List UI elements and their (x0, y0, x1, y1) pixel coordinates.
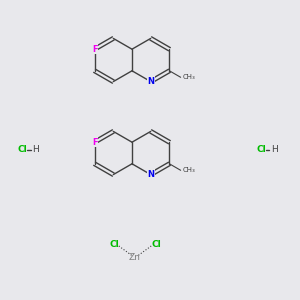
Text: N: N (147, 77, 154, 86)
Text: Cl: Cl (109, 240, 119, 249)
Text: Cl: Cl (256, 146, 266, 154)
Text: CH₃: CH₃ (182, 167, 195, 173)
Text: H: H (271, 146, 278, 154)
Text: F: F (92, 45, 98, 54)
Text: Cl: Cl (18, 146, 27, 154)
Text: N: N (147, 170, 154, 179)
Text: F: F (92, 138, 98, 147)
Text: CH₃: CH₃ (182, 74, 195, 80)
Text: H: H (32, 146, 39, 154)
Text: Zn: Zn (129, 254, 141, 262)
Text: Cl: Cl (151, 240, 161, 249)
